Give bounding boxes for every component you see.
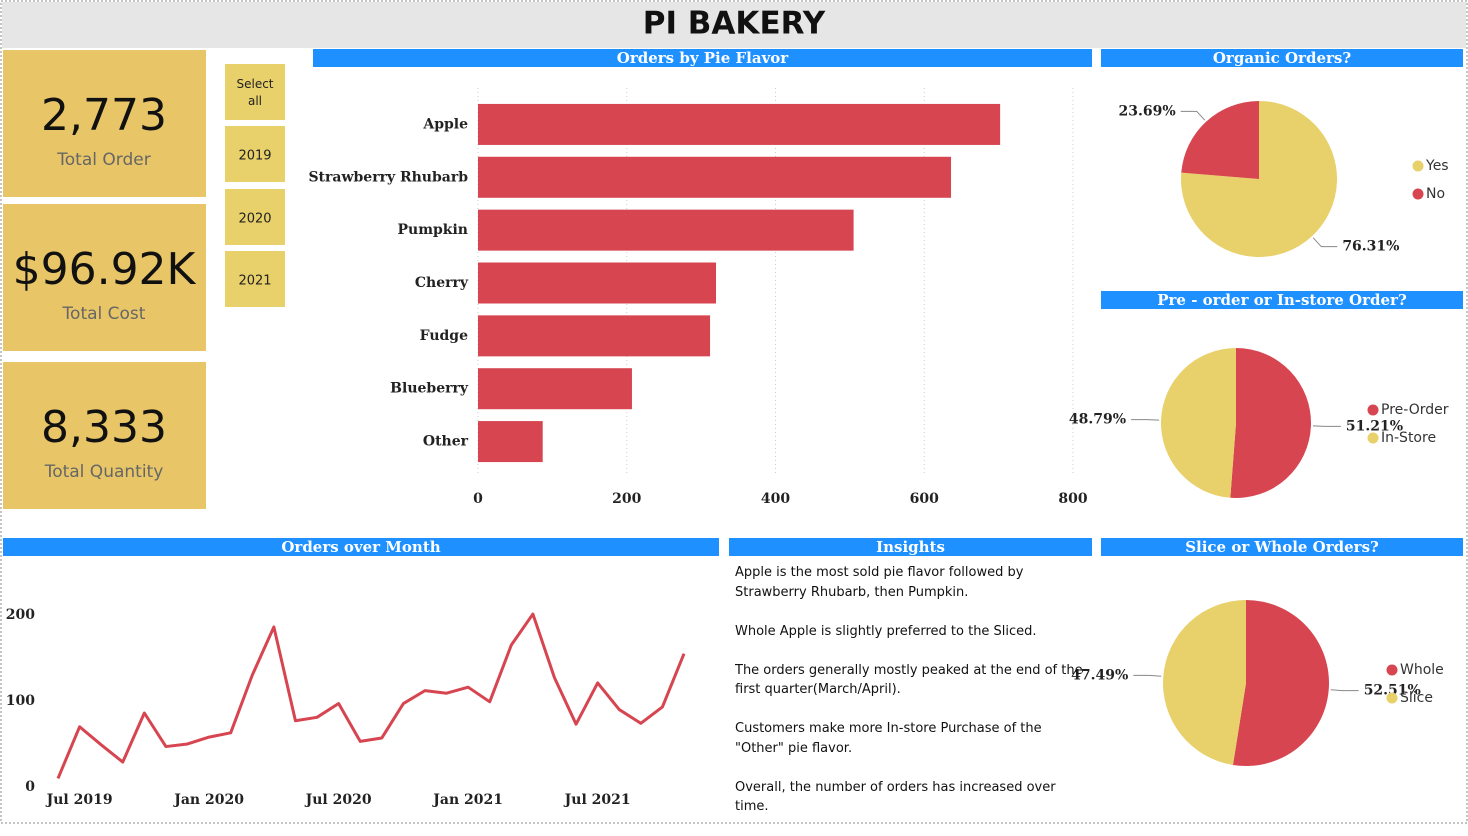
insight-paragraph: Customers make more In-store Purchase of… [735, 719, 1085, 758]
category-label: Other [423, 434, 469, 450]
category-label: Cherry [415, 275, 469, 291]
leader-line [1331, 690, 1359, 691]
legend-label: Pre-Order [1381, 402, 1449, 418]
category-label: Apple [422, 116, 468, 132]
slicer-button[interactable] [225, 64, 285, 120]
slicer-label: 2020 [238, 212, 271, 227]
legend-label: Yes [1425, 158, 1449, 174]
x-tick-label: 800 [1058, 491, 1087, 507]
bar [478, 421, 543, 462]
insight-paragraph: Apple is the most sold pie flavor follow… [735, 563, 1085, 602]
legend-label: Whole [1400, 662, 1444, 678]
bar [478, 368, 632, 409]
slicer-label: 2021 [238, 274, 271, 289]
panel-title: Slice or Whole Orders? [1185, 538, 1379, 556]
insight-paragraph: Whole Apple is slightly preferred to the… [735, 622, 1085, 642]
x-tick-label: Jul 2019 [45, 792, 113, 808]
x-tick-label: 600 [910, 491, 939, 507]
panel-title: Organic Orders? [1213, 49, 1351, 67]
x-tick-label: Jan 2020 [172, 792, 244, 808]
slicer-label: 2019 [238, 149, 271, 164]
legend-marker [1413, 189, 1424, 200]
pie-slice [1233, 600, 1329, 766]
leader-line [1133, 675, 1161, 676]
panel-title: Insights [876, 538, 945, 556]
bar [478, 104, 1000, 145]
pie-slice [1181, 101, 1259, 179]
panel-title: Orders over Month [281, 538, 440, 556]
legend-marker [1387, 693, 1398, 704]
page-title: PI BAKERY [643, 6, 826, 42]
data-label: 23.69% [1119, 103, 1176, 119]
pie-slice [1163, 600, 1246, 765]
insight-paragraph: Overall, the number of orders has increa… [735, 778, 1085, 817]
bar [478, 315, 710, 356]
legend-label: No [1426, 186, 1445, 202]
kpi-label: Total Cost [62, 304, 146, 324]
legend-marker [1387, 665, 1398, 676]
panel-title: Orders by Pie Flavor [617, 49, 790, 67]
legend-label: In-Store [1381, 430, 1436, 446]
kpi-label: Total Order [56, 150, 150, 170]
x-tick-label: Jul 2020 [304, 792, 372, 808]
pie-slice [1230, 348, 1311, 498]
insight-paragraph: The orders generally mostly peaked at th… [735, 661, 1085, 700]
panel-title: Pre - order or In-store Order? [1157, 291, 1407, 309]
x-tick-label: Jan 2021 [431, 792, 503, 808]
kpi-value: 2,773 [41, 90, 167, 141]
leader-line [1313, 238, 1337, 247]
y-tick-label: 100 [6, 693, 35, 709]
category-label: Pumpkin [397, 222, 468, 238]
y-tick-label: 0 [25, 779, 35, 795]
x-tick-label: 200 [612, 491, 641, 507]
legend-label: Slice [1400, 690, 1433, 706]
kpi-value: 8,333 [41, 402, 167, 453]
category-label: Blueberry [390, 381, 469, 397]
data-label: 76.31% [1342, 239, 1399, 255]
category-label: Strawberry Rhubarb [308, 169, 468, 185]
pie-slice [1161, 348, 1236, 498]
legend-marker [1368, 405, 1379, 416]
x-tick-label: 400 [761, 491, 790, 507]
bar [478, 210, 854, 251]
x-tick-label: 0 [473, 491, 483, 507]
legend-marker [1368, 433, 1379, 444]
y-tick-label: 200 [6, 607, 35, 623]
kpi-value: $96.92K [13, 244, 197, 295]
line [58, 614, 684, 778]
kpi-label: Total Quantity [44, 462, 164, 482]
bar [478, 157, 951, 198]
leader-line [1181, 111, 1205, 120]
data-label: 48.79% [1069, 412, 1126, 428]
category-label: Fudge [420, 328, 468, 344]
x-tick-label: Jul 2021 [563, 792, 631, 808]
bar [478, 263, 716, 304]
legend-marker [1413, 161, 1424, 172]
insights-text: Apple is the most sold pie flavor follow… [735, 563, 1085, 836]
